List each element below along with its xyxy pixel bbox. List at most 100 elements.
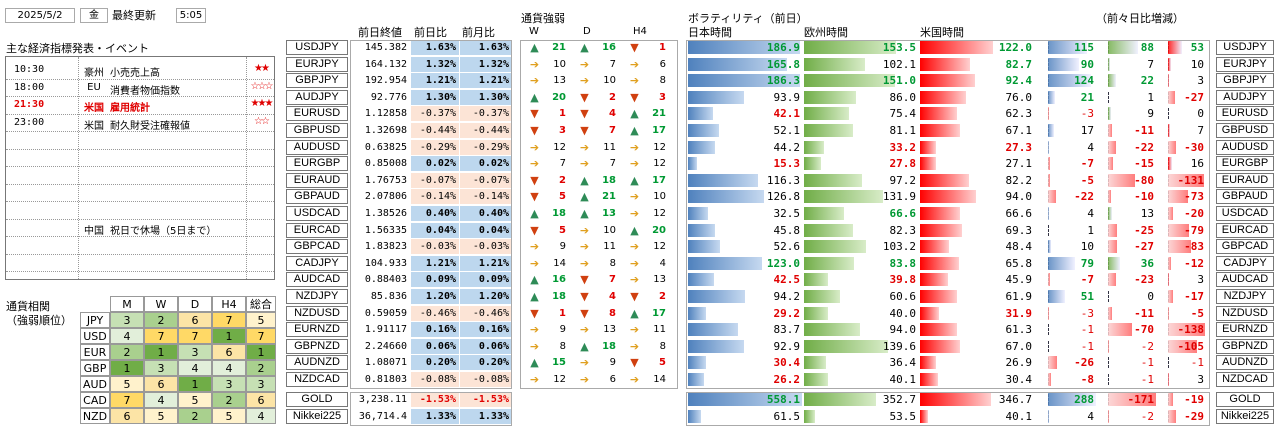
vol-cell-eu: 40.0 xyxy=(804,306,918,321)
change-value: 288 xyxy=(1074,393,1094,406)
change-cell-ce: -1 xyxy=(1096,355,1156,370)
vol-cell-jp: 61.5 xyxy=(688,409,802,424)
day-change: 1.33% xyxy=(411,409,459,424)
change-cell-cj: 4 xyxy=(1036,140,1096,155)
change-value: -27 xyxy=(1184,90,1204,104)
strength-rank: 21 xyxy=(602,191,616,203)
vol-bar-us xyxy=(920,273,948,287)
change-zero-line xyxy=(1108,224,1109,236)
change-cell-cj: 51 xyxy=(1036,289,1096,304)
change-value: 4 xyxy=(1087,207,1094,220)
vol-cell-us: 346.7 xyxy=(920,392,1034,407)
strength-block-frame xyxy=(520,40,678,389)
change-value: 16 xyxy=(1190,157,1204,171)
strength-rank: 16 xyxy=(602,42,616,53)
vol-bar-jp xyxy=(688,256,762,270)
vol-bar-jp xyxy=(688,74,800,88)
change-cell-cu: 3 xyxy=(1156,73,1206,88)
month-change: 1.63% xyxy=(460,40,512,55)
vol-cell-eu: 151.0 xyxy=(804,73,918,88)
strength-rank: 10 xyxy=(553,58,566,70)
close-price: 1.91117 xyxy=(364,324,407,336)
change-value: -7 xyxy=(1080,157,1094,171)
change-cell-cj: -1 xyxy=(1036,339,1096,354)
vol-bar-jp xyxy=(688,373,704,386)
vol-bar-eu xyxy=(804,107,850,121)
change-bar-pos xyxy=(1168,57,1171,71)
change-zero-line xyxy=(1168,274,1169,286)
strength-right-arrow-icon: ➔ xyxy=(579,223,590,237)
strength-rank: 6 xyxy=(609,374,616,385)
strength-w: W xyxy=(529,26,539,37)
change-cell-cu: -5 xyxy=(1156,306,1206,321)
vol-value-us: 92.4 xyxy=(1005,74,1033,88)
vol-value-jp: 52.1 xyxy=(773,124,801,137)
vol-bar-eu xyxy=(804,223,854,237)
strength-rank: 8 xyxy=(659,340,666,352)
vol-value-jp: 116.3 xyxy=(766,173,800,187)
month-change: 0.40% xyxy=(460,206,512,221)
event-name: 雇用統計 xyxy=(110,103,150,114)
vol-bar-jp xyxy=(688,410,701,423)
vol-value-jp: 45.8 xyxy=(773,223,801,237)
vol-cell-eu: 82.3 xyxy=(804,223,918,238)
change-bar-pos xyxy=(1048,393,1096,406)
month-change: 0.20% xyxy=(460,355,512,371)
vol-cell-us: 61.3 xyxy=(920,322,1034,337)
change-zero-line xyxy=(1108,125,1109,136)
vol-value-eu: 94.0 xyxy=(889,323,917,337)
pair-label-right: EURGBP xyxy=(1216,156,1274,172)
change-cell-cj: -3 xyxy=(1036,106,1096,121)
strength-rank: 11 xyxy=(603,241,616,253)
vol-bar-us xyxy=(920,74,976,88)
change-zero-line xyxy=(1168,257,1169,269)
pair-label: EURJPY xyxy=(286,56,348,72)
vol-cell-jp: 32.5 xyxy=(688,206,802,221)
strength-right-arrow-icon: ➔ xyxy=(579,256,590,270)
vol-value-jp: 44.2 xyxy=(773,140,801,154)
change-value: 1 xyxy=(1087,223,1094,237)
vol-value-eu: 36.4 xyxy=(889,356,917,370)
event-name: 耐久財受注確報値 xyxy=(110,120,190,132)
change-bar-pos xyxy=(1048,410,1050,423)
change-value: -80 xyxy=(1134,173,1154,187)
vol-value-eu: 82.3 xyxy=(889,223,917,237)
corr-cell: 1 xyxy=(178,376,212,392)
corr-cell: 4 xyxy=(110,328,144,344)
change-value: 7 xyxy=(1147,57,1154,71)
close-block-frame xyxy=(350,40,512,389)
change-value: 21 xyxy=(1080,90,1094,104)
change-value: -11 xyxy=(1134,306,1154,320)
change-zero-line xyxy=(1108,394,1109,405)
col-day-header: 前日比 xyxy=(414,26,447,39)
change-zero-line xyxy=(1108,411,1109,422)
weekday: 金 xyxy=(80,8,108,23)
strength-d: D xyxy=(583,26,591,37)
pair-label-right: AUDNZD xyxy=(1216,355,1274,371)
change-bar-neg xyxy=(1108,173,1136,187)
strength-right-arrow-icon: ➔ xyxy=(579,373,590,386)
strength-down-arrow-icon: ▼ xyxy=(580,290,589,303)
change-zero-line xyxy=(1168,324,1169,336)
change-bar-neg xyxy=(1108,190,1112,204)
change-cell-cj: -5 xyxy=(1036,173,1096,188)
vol-value-us: 30.4 xyxy=(1005,373,1033,386)
strength-rank: 12 xyxy=(553,141,566,153)
month-change: -0.07% xyxy=(460,172,512,188)
event-stars: ★★★ xyxy=(250,98,274,109)
strength-up-arrow-icon: ▲ xyxy=(630,124,639,137)
pair-label: USDCAD xyxy=(286,206,348,221)
strength-rank: 9 xyxy=(609,357,616,369)
pair-label: AUDJPY xyxy=(286,89,348,105)
month-change: -0.03% xyxy=(460,239,512,255)
vol-bar-jp xyxy=(688,240,720,254)
change-zero-line xyxy=(1048,374,1049,385)
vol-bar-jp xyxy=(688,57,788,71)
change-value: -19 xyxy=(1184,393,1204,406)
corr-cell: 2 xyxy=(110,344,144,360)
strength-right-arrow-icon: ➔ xyxy=(629,190,640,204)
change-cell-cj: -7 xyxy=(1036,272,1096,287)
strength-rank: 4 xyxy=(609,291,616,302)
close-price: 164.132 xyxy=(364,58,407,70)
vol-bar-eu xyxy=(804,393,876,406)
